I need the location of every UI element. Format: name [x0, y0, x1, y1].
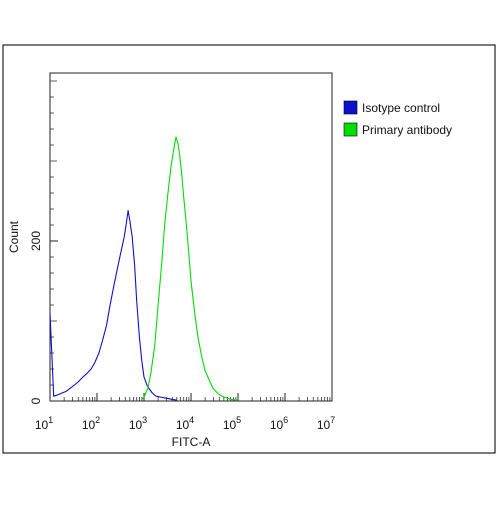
y-axis-label: Count: [7, 220, 21, 253]
x-tick-label: 107: [317, 415, 335, 432]
legend-label-primary-antibody: Primary antibody: [362, 123, 452, 137]
series-layer: [49, 136, 239, 401]
x-tick-label: 102: [82, 415, 100, 432]
y-tick-label: 0: [29, 397, 43, 404]
x-axis-label: FITC-A: [172, 435, 211, 449]
x-tick-label: 104: [176, 415, 194, 432]
series-line-primary-antibody: [141, 136, 239, 401]
legend: Isotype control Primary antibody: [343, 100, 452, 137]
y-tick-label: 200: [29, 231, 43, 251]
x-tick-label: 105: [223, 415, 241, 432]
y-axis-ticks: 0 200: [29, 231, 58, 404]
legend-label-isotype-control: Isotype control: [362, 101, 440, 115]
legend-swatch-primary-antibody: [343, 122, 358, 137]
x-minor-ticks: [63, 397, 331, 401]
x-tick-label: 101: [35, 415, 53, 432]
figure-frame: [2, 44, 496, 454]
x-tick-label: 103: [129, 415, 147, 432]
series-line-isotype-control: [49, 210, 177, 401]
legend-swatch-isotype-control: [343, 100, 358, 115]
x-axis-ticks: 101 102 103 104 105 106 107: [35, 393, 335, 432]
plot-area: [49, 72, 333, 402]
x-tick-label: 106: [270, 415, 288, 432]
